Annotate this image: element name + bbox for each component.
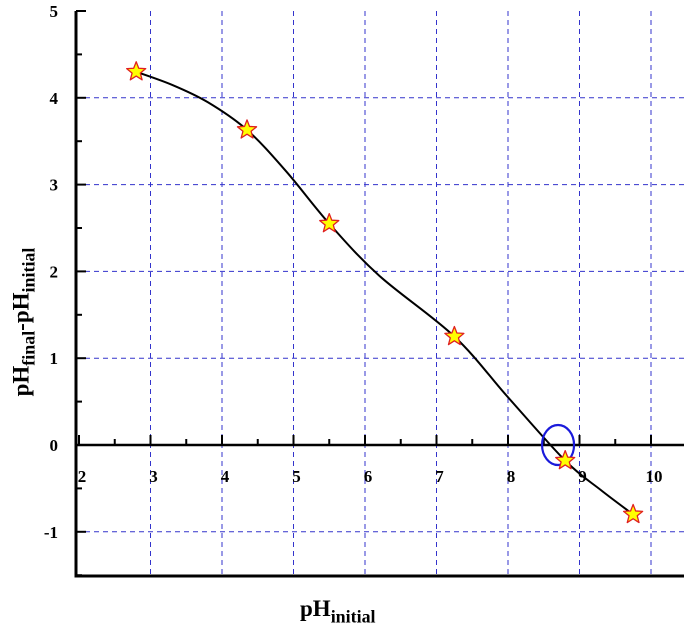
data-point-2 — [236, 119, 258, 139]
x-tick-label: 10 — [646, 467, 663, 486]
y-tick-label: 2 — [50, 262, 59, 281]
x-tick-label: 4 — [221, 467, 230, 486]
tick-labels: -1 0 1 2 3 4 5 2 3 4 5 6 7 8 9 10 — [44, 2, 663, 542]
fit-curve — [135, 70, 634, 516]
zero-crossing-circle — [540, 423, 576, 467]
x-tick-label: 5 — [292, 467, 301, 486]
data-point-4 — [444, 325, 465, 346]
data-point-3 — [319, 213, 340, 233]
x-tick-label: 7 — [435, 467, 444, 486]
x-tick-label: 6 — [364, 467, 373, 486]
y-tick-label: 3 — [50, 176, 59, 195]
data-point-5 — [555, 449, 576, 470]
y-tick-label: 5 — [50, 2, 59, 21]
y-tick-label: -1 — [44, 523, 58, 542]
x-tick-label: 9 — [578, 467, 587, 486]
y-tick-label: 4 — [50, 89, 59, 108]
data-point-1 — [126, 61, 147, 81]
data-markers — [126, 61, 644, 524]
y-tick-label: 1 — [50, 349, 59, 368]
fit-curve-group — [135, 70, 634, 516]
axes — [74, 10, 684, 578]
x-axis-label: pHinitial — [300, 596, 376, 627]
data-point-6 — [622, 503, 644, 524]
x-tick-label: 3 — [149, 467, 158, 486]
y-axis-label: pHfinal-pHinitial — [8, 247, 39, 397]
y-tick-label: 0 — [50, 436, 59, 455]
grid-lines — [76, 11, 684, 576]
x-tick-label: 8 — [507, 467, 516, 486]
x-tick-label: 2 — [78, 467, 87, 486]
